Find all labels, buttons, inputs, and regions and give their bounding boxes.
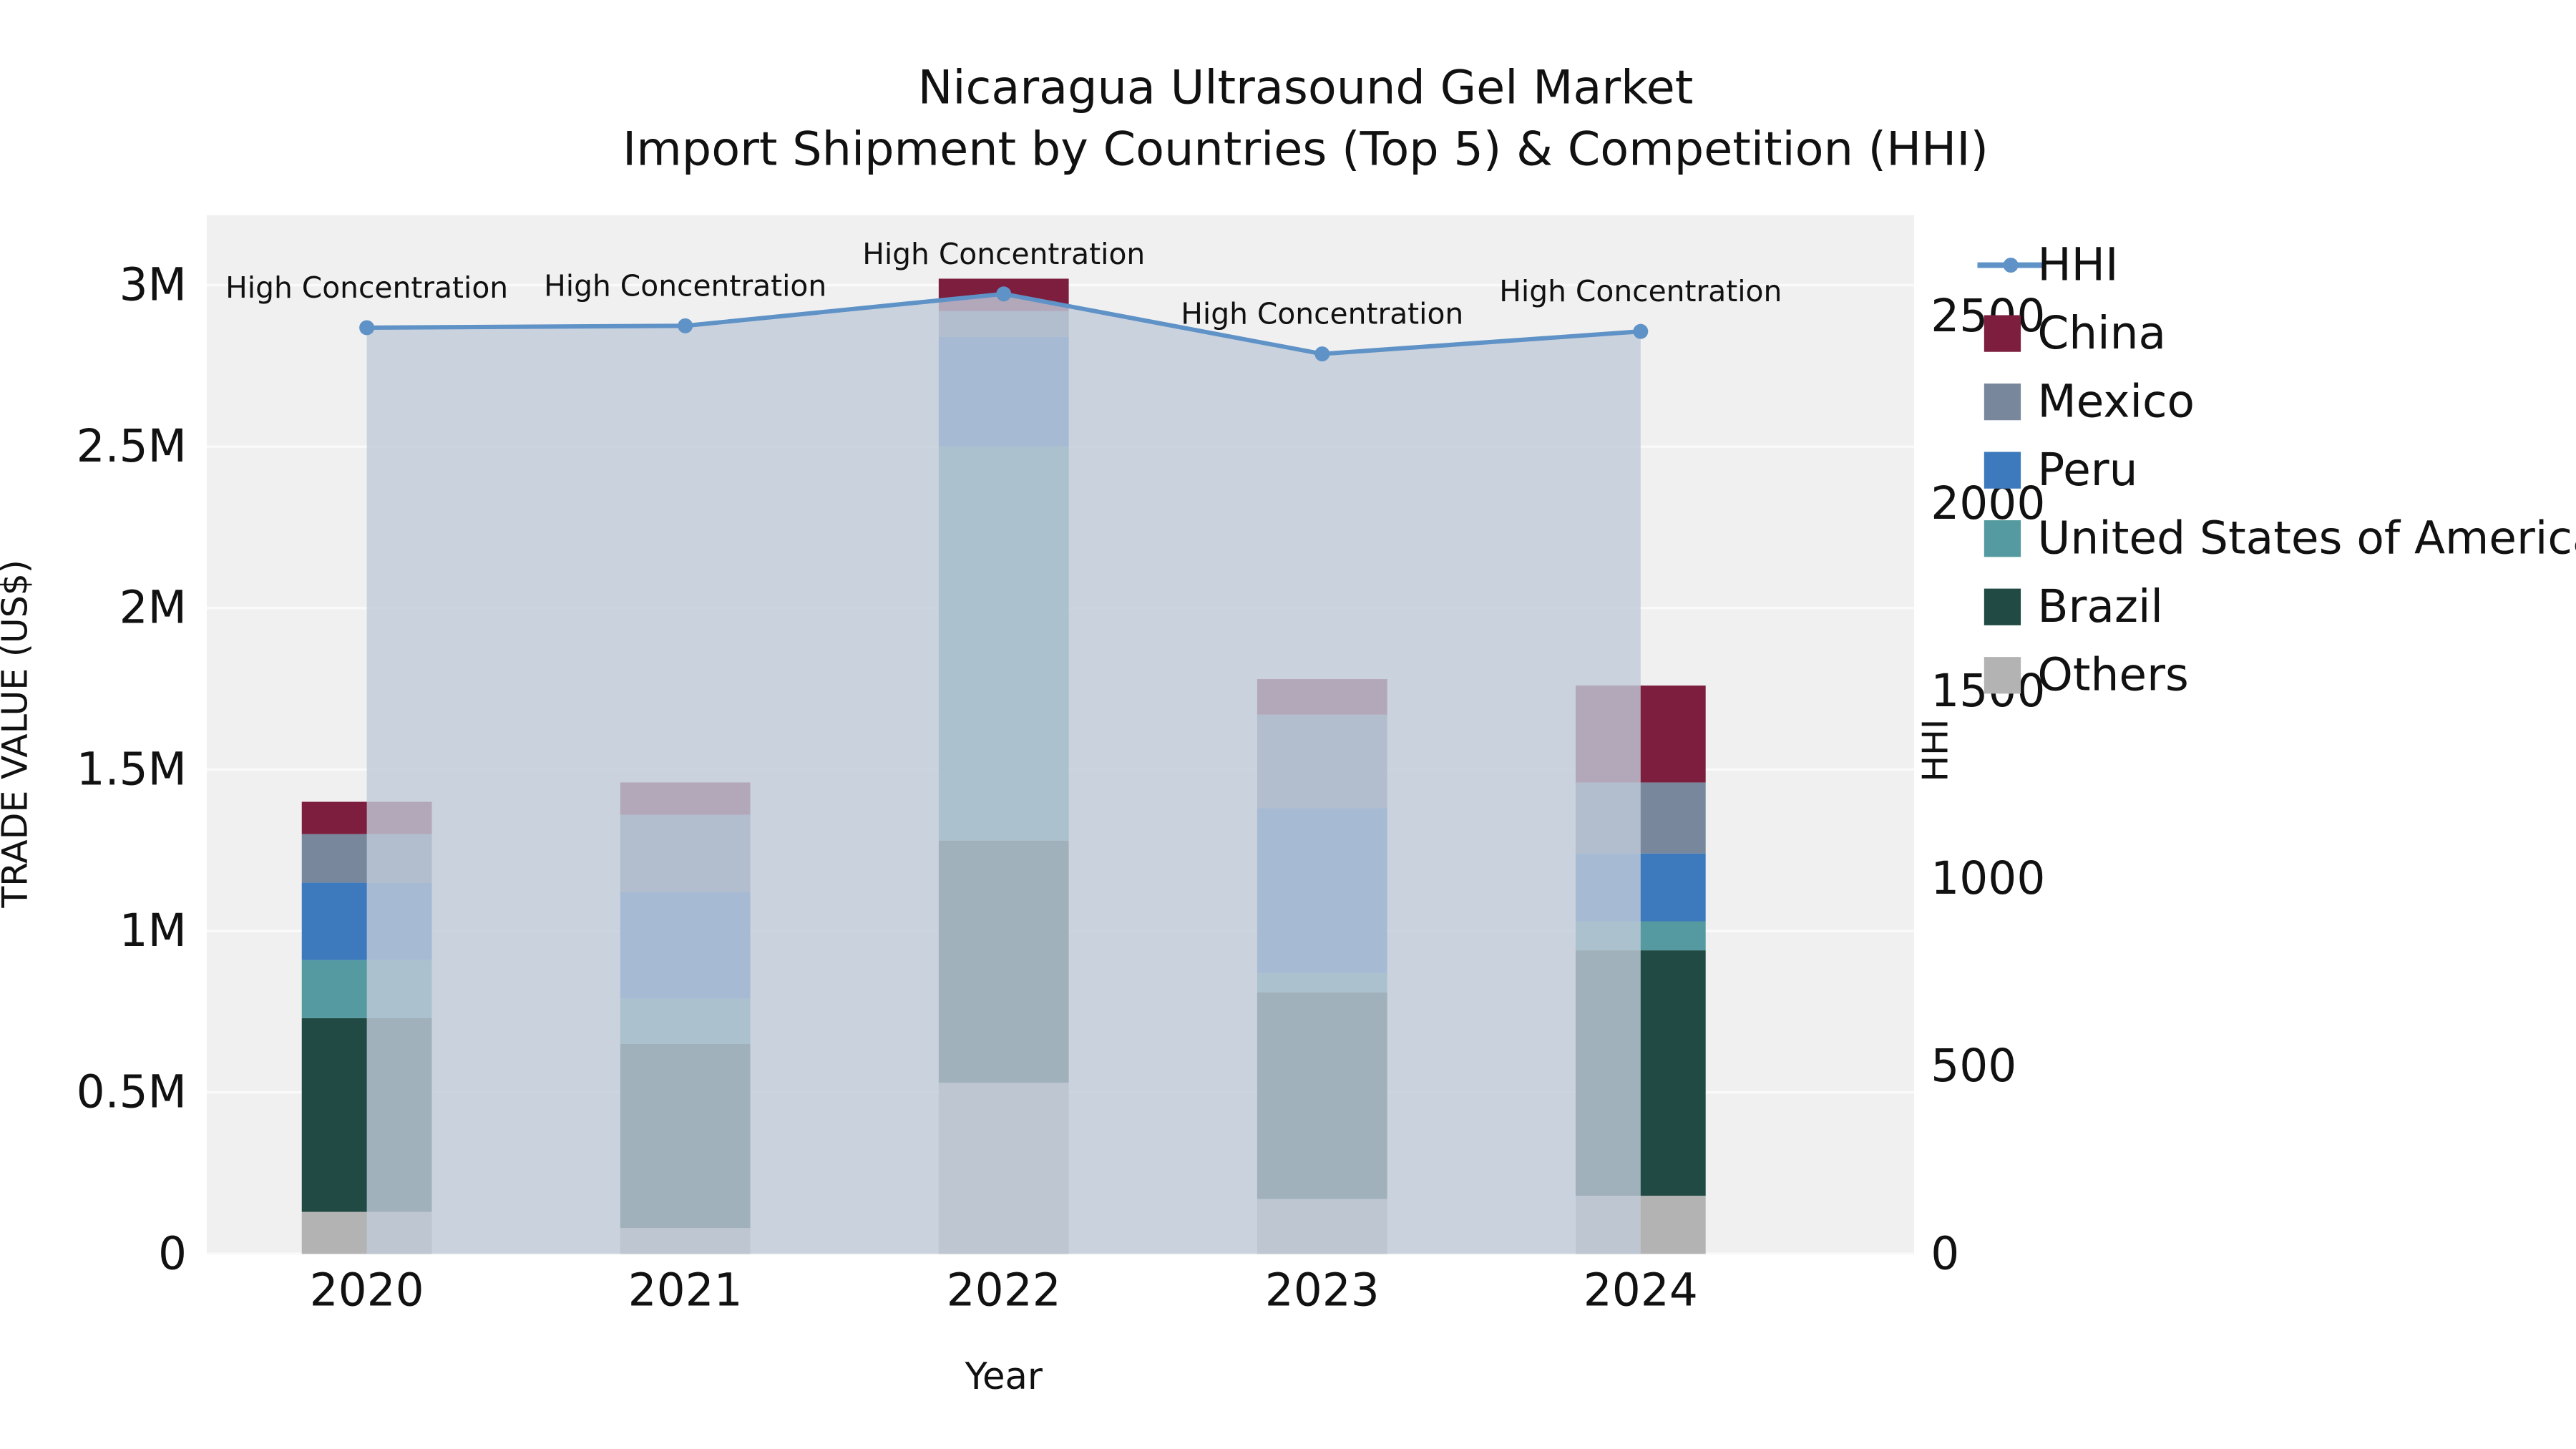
- legend-label: China: [2037, 307, 2166, 359]
- y-left-tick-label: 1M: [119, 904, 187, 957]
- legend-label: Mexico: [2037, 376, 2195, 428]
- annotation-label: High Concentration: [1181, 297, 1463, 331]
- y-axis-right-title: HHI: [1916, 719, 1956, 782]
- legend-item: China: [1984, 307, 2166, 359]
- hhi-marker: [996, 286, 1012, 302]
- y-right-tick-label: 500: [1931, 1040, 2016, 1092]
- x-axis-title: Year: [964, 1355, 1043, 1398]
- chart-subtitle: Import Shipment by Countries (Top 5) & C…: [623, 122, 1989, 177]
- hhi-area-group: [366, 293, 1641, 1254]
- legend-item: Brazil: [1984, 580, 2163, 633]
- x-tick-label: 2021: [628, 1264, 743, 1317]
- chart-title: Nicaragua Ultrasound Gel Market: [918, 61, 1694, 115]
- legend-item: Others: [1984, 649, 2189, 701]
- hhi-marker: [678, 318, 693, 333]
- legend-label: Brazil: [2037, 580, 2163, 633]
- hhi-marker: [1314, 346, 1330, 362]
- x-tick-label: 2024: [1584, 1264, 1698, 1317]
- hhi-area: [366, 293, 1641, 1254]
- y-left-tick-label: 3M: [119, 258, 187, 311]
- hhi-line-group: [359, 286, 1649, 362]
- legend-item: HHI: [1977, 239, 2119, 291]
- annotation-label: High Concentration: [225, 270, 508, 305]
- legend: HHI China Mexico Peru United States of Ameri…: [1977, 239, 2576, 701]
- y-right-tick-label: 1000: [1931, 852, 2045, 904]
- legend-swatch: [1984, 315, 2021, 352]
- legend-item: Mexico: [1984, 376, 2195, 428]
- legend-label: Others: [2037, 649, 2188, 701]
- y-left-tick-label: 1.5M: [77, 743, 187, 795]
- annotation-group: High Concentration High Concentration High…: [225, 237, 1782, 331]
- y-left-tick-label: 2M: [119, 582, 187, 634]
- legend-item: Peru: [1984, 444, 2138, 496]
- annotation-label: High Concentration: [1499, 274, 1782, 308]
- y-axis-left-title: TRADE VALUE (US$): [0, 560, 35, 909]
- y-left-tick-label: 0.5M: [77, 1066, 187, 1118]
- legend-line-marker: [2003, 258, 2019, 273]
- legend-item: United States of America: [1984, 512, 2576, 565]
- x-tick-label: 2023: [1265, 1264, 1380, 1317]
- legend-swatch: [1984, 520, 2021, 557]
- annotation-label: High Concentration: [862, 237, 1145, 271]
- annotation-label: High Concentration: [544, 268, 826, 303]
- legend-swatch: [1984, 657, 2021, 694]
- axis-group: 00.5M1M1.5M2M2.5M3M050010001500200025002…: [77, 258, 2046, 1316]
- hhi-marker: [359, 320, 375, 336]
- legend-swatch: [1984, 383, 2021, 421]
- x-tick-label: 2022: [947, 1264, 1061, 1317]
- legend-label: HHI: [2037, 239, 2118, 291]
- legend-swatch: [1984, 588, 2021, 625]
- hhi-marker: [1633, 323, 1649, 339]
- x-tick-label: 2020: [310, 1264, 424, 1317]
- legend-label: Peru: [2037, 444, 2137, 496]
- y-left-tick-label: 2.5M: [77, 420, 187, 472]
- legend-label: United States of America: [2037, 512, 2576, 565]
- legend-swatch: [1984, 452, 2021, 489]
- y-right-tick-label: 0: [1931, 1227, 1959, 1279]
- y-left-tick-label: 0: [158, 1227, 187, 1279]
